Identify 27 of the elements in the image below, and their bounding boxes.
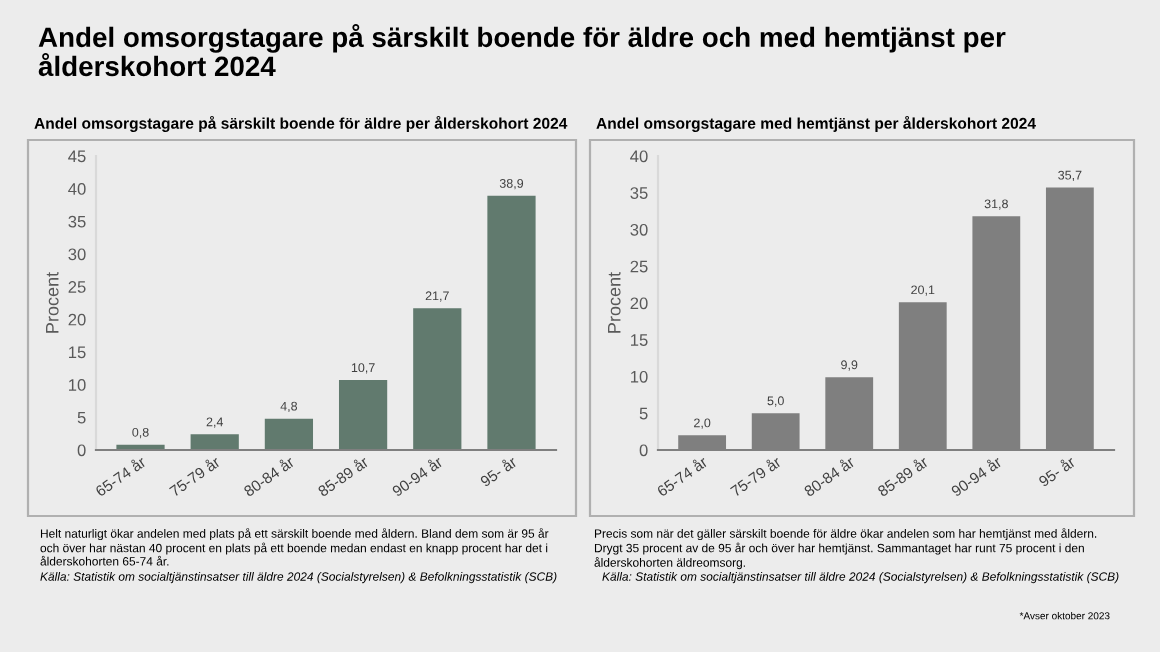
y-tick-label: 35 — [630, 187, 648, 199]
y-tick-label: 30 — [68, 248, 86, 261]
text: Andel omsorgstagare på särskilt boende för äldre och med hemtjänst per ålderskohort 2024 — [38, 24, 1006, 77]
y-tick-label: 25 — [630, 260, 648, 273]
y-axis-title: Procent — [608, 272, 621, 333]
y-tick-label: 0 — [77, 444, 86, 457]
bar — [338, 380, 388, 450]
y-tick-label: 15 — [69, 346, 86, 359]
y-tick-label: 10 — [631, 370, 648, 383]
y-tick-label: 35 — [68, 215, 86, 228]
y-tick-label: 5 — [639, 407, 648, 420]
y-tick-label: 0 — [639, 444, 648, 457]
y-tick-label: 30 — [630, 223, 648, 236]
y-tick-label: 45 — [68, 150, 86, 163]
y-tick-label: 25 — [68, 281, 86, 293]
y-tick-label: 5 — [77, 411, 86, 424]
y-tick-label: 20 — [630, 297, 648, 310]
bar — [413, 308, 462, 450]
bar — [190, 434, 239, 450]
bar — [487, 195, 536, 450]
y-axis-title: Procent — [46, 272, 59, 333]
y-tick-label: 10 — [69, 379, 86, 391]
y-tick-label: 15 — [631, 334, 648, 346]
y-tick-label: 20 — [68, 313, 86, 326]
bar — [264, 418, 314, 450]
y-tick-label: 40 — [630, 150, 648, 163]
y-tick-label: 40 — [68, 183, 86, 195]
